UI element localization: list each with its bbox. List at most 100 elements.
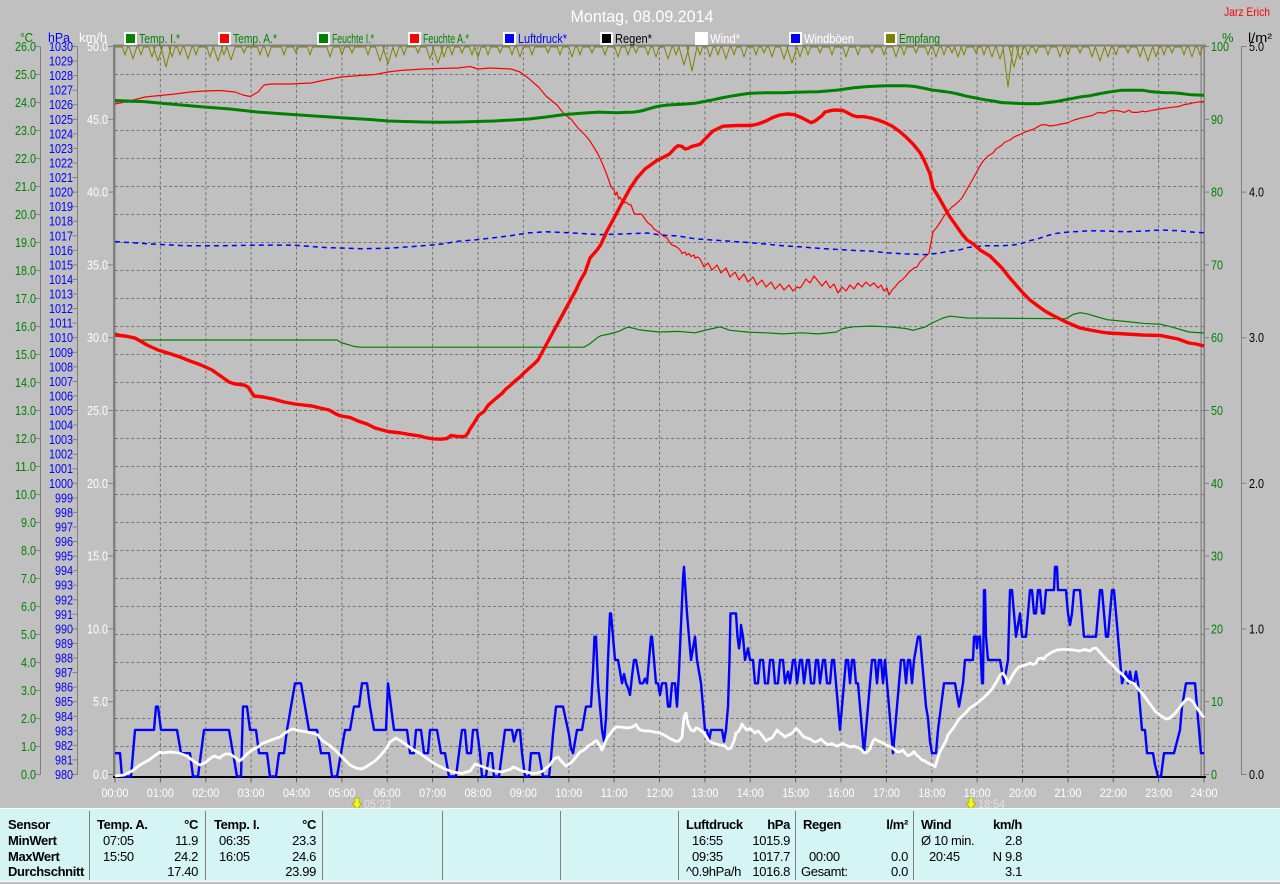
svg-text:03:00: 03:00 [238, 786, 265, 800]
svg-text:980: 980 [55, 767, 73, 782]
svg-text:09:00: 09:00 [510, 786, 537, 800]
svg-text:1024: 1024 [49, 126, 73, 141]
svg-text:Regen*: Regen* [615, 31, 652, 46]
svg-text:06:00: 06:00 [374, 786, 401, 800]
svg-text:19.0: 19.0 [15, 235, 36, 250]
svg-text:20.0: 20.0 [15, 207, 36, 222]
svg-text:07:00: 07:00 [419, 786, 446, 800]
svg-text:1028: 1028 [49, 68, 73, 83]
svg-text:1006: 1006 [49, 388, 73, 403]
svg-text:35.0: 35.0 [87, 257, 108, 272]
svg-text:50: 50 [1211, 403, 1223, 418]
svg-text:22:00: 22:00 [1100, 786, 1127, 800]
svg-text:04:00: 04:00 [283, 786, 310, 800]
svg-text:986: 986 [55, 680, 73, 695]
svg-text:40.0: 40.0 [87, 185, 108, 200]
svg-text:7.0: 7.0 [21, 571, 36, 586]
svg-text:1.0: 1.0 [1249, 621, 1264, 636]
svg-text:1029: 1029 [49, 54, 73, 69]
svg-text:1008: 1008 [49, 359, 73, 374]
svg-text:hPa: hPa [48, 30, 71, 45]
svg-text:05:00: 05:00 [328, 786, 355, 800]
svg-text:14.0: 14.0 [15, 375, 36, 390]
svg-text:13:00: 13:00 [691, 786, 718, 800]
svg-text:70: 70 [1211, 257, 1223, 272]
svg-text:km/h: km/h [79, 30, 107, 45]
svg-text:1001: 1001 [49, 461, 73, 476]
svg-text:11.0: 11.0 [15, 459, 36, 474]
svg-text:12:00: 12:00 [646, 786, 673, 800]
svg-text:993: 993 [55, 578, 73, 593]
svg-text:90: 90 [1211, 112, 1223, 127]
svg-text:20: 20 [1211, 621, 1223, 636]
svg-text:2.0: 2.0 [21, 711, 36, 726]
svg-text:Jarz Erich: Jarz Erich [1224, 5, 1270, 19]
svg-text:1012: 1012 [49, 301, 73, 316]
svg-text:987: 987 [55, 665, 73, 680]
svg-text:1007: 1007 [49, 374, 73, 389]
svg-text:1027: 1027 [49, 83, 73, 98]
svg-text:1000: 1000 [49, 476, 73, 491]
svg-text:990: 990 [55, 621, 73, 636]
svg-text:1011: 1011 [49, 316, 73, 331]
svg-text:05:23: 05:23 [364, 797, 391, 811]
svg-text:30: 30 [1211, 549, 1223, 564]
svg-text:11:00: 11:00 [601, 786, 628, 800]
svg-text:1026: 1026 [49, 97, 73, 112]
svg-text:1021: 1021 [49, 170, 73, 185]
svg-text:0.0: 0.0 [93, 767, 108, 782]
svg-text:10: 10 [1211, 694, 1223, 709]
svg-text:4.0: 4.0 [1249, 185, 1264, 200]
svg-text:988: 988 [55, 651, 73, 666]
svg-text:Temp. I.*: Temp. I.* [139, 31, 180, 46]
svg-text:1017: 1017 [49, 228, 73, 243]
svg-text:15.0: 15.0 [15, 347, 36, 362]
svg-text:1003: 1003 [49, 432, 73, 447]
svg-text:996: 996 [55, 534, 73, 549]
svg-text:1002: 1002 [49, 447, 73, 462]
svg-text:10:00: 10:00 [555, 786, 582, 800]
svg-text:24:00: 24:00 [1191, 786, 1218, 800]
svg-text:5.0: 5.0 [93, 694, 108, 709]
svg-text:0.0: 0.0 [1249, 767, 1264, 782]
svg-text:21.0: 21.0 [15, 179, 36, 194]
svg-text:9.0: 9.0 [21, 515, 36, 530]
svg-text:l/m²: l/m² [1248, 30, 1273, 45]
svg-text:18:00: 18:00 [918, 786, 945, 800]
svg-text:25.0: 25.0 [15, 67, 36, 82]
svg-text:4.0: 4.0 [21, 655, 36, 670]
svg-text:12.0: 12.0 [15, 431, 36, 446]
svg-text:08:00: 08:00 [465, 786, 492, 800]
svg-text:13.0: 13.0 [15, 403, 36, 418]
svg-text:1016: 1016 [49, 243, 73, 258]
svg-text:8.0: 8.0 [21, 543, 36, 558]
svg-text:20:00: 20:00 [1009, 786, 1036, 800]
svg-text:6.0: 6.0 [21, 599, 36, 614]
svg-text:15:00: 15:00 [782, 786, 809, 800]
svg-text:1023: 1023 [49, 141, 73, 156]
svg-text:Windböen: Windböen [804, 31, 854, 46]
svg-text:26.0: 26.0 [15, 39, 36, 54]
svg-text:50.0: 50.0 [87, 39, 108, 54]
svg-text:999: 999 [55, 490, 73, 505]
svg-text:1009: 1009 [49, 345, 73, 360]
svg-text:981: 981 [55, 752, 73, 767]
svg-text:1020: 1020 [49, 185, 73, 200]
svg-text:23:00: 23:00 [1145, 786, 1172, 800]
svg-text:985: 985 [55, 694, 73, 709]
svg-text:Montag, 08.09.2014: Montag, 08.09.2014 [571, 7, 714, 26]
svg-text:984: 984 [55, 709, 73, 724]
svg-text:1022: 1022 [49, 155, 73, 170]
svg-text:01:00: 01:00 [147, 786, 174, 800]
svg-text:10.0: 10.0 [15, 487, 36, 502]
svg-text:991: 991 [55, 607, 73, 622]
svg-text:19:00: 19:00 [964, 786, 991, 800]
svg-text:30.0: 30.0 [87, 330, 108, 345]
svg-text:23.0: 23.0 [15, 123, 36, 138]
svg-text:100: 100 [1211, 39, 1229, 54]
svg-text:18:54: 18:54 [978, 797, 1005, 811]
svg-text:00:00: 00:00 [102, 786, 129, 800]
svg-text:3.0: 3.0 [21, 683, 36, 698]
svg-text:992: 992 [55, 592, 73, 607]
svg-text:0: 0 [1211, 767, 1217, 782]
